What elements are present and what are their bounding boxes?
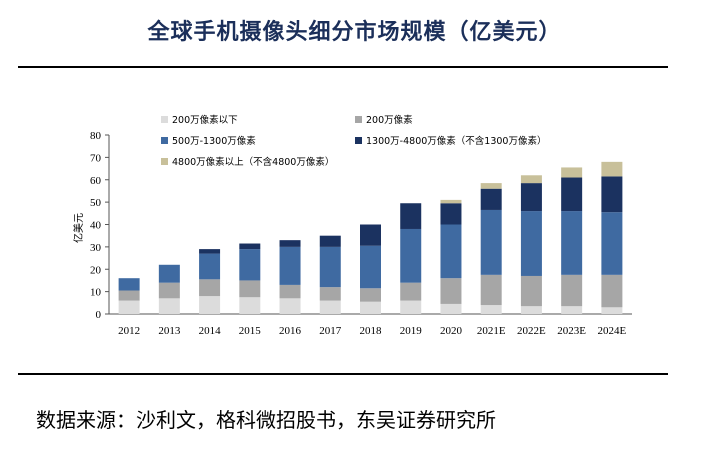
legend-label: 200万像素 — [366, 114, 413, 126]
bar-segment — [360, 245, 381, 289]
bar-segment — [400, 282, 422, 301]
bar-segment — [239, 249, 261, 281]
y-tick-label: 40 — [90, 220, 102, 232]
bar-segment — [199, 279, 221, 297]
bar-segment — [440, 278, 462, 304]
bar-segment — [279, 240, 301, 247]
y-tick-label: 50 — [90, 197, 102, 209]
bar-segment — [480, 183, 502, 189]
x-tick-label: 2016 — [279, 325, 302, 337]
bar-segment — [520, 175, 542, 184]
bar-segment — [601, 307, 623, 314]
y-tick-label: 60 — [90, 175, 102, 187]
bar-segment — [601, 161, 623, 177]
y-tick-label: 30 — [90, 242, 102, 254]
bar-segment — [480, 274, 502, 306]
y-axis-label: 亿美元 — [72, 213, 85, 243]
legend-label: 4800万像素以上（不含4800万像素） — [172, 156, 334, 168]
bar-segment — [561, 211, 583, 275]
bar-segment — [520, 275, 542, 307]
bar-segment — [601, 212, 623, 275]
bar-segment — [440, 203, 462, 225]
bar-segment — [279, 246, 301, 285]
x-tick-label: 2020 — [440, 325, 463, 337]
x-tick-label: 2021E — [477, 325, 506, 337]
bar-segment — [520, 306, 542, 314]
legend-swatch — [161, 137, 168, 144]
bar-segment — [440, 303, 462, 314]
chart-title: 全球手机摄像头细分市场规模（亿美元） — [147, 20, 562, 45]
bar-segment — [118, 290, 140, 301]
bar-segment — [360, 301, 381, 314]
x-tick-label: 2019 — [400, 325, 423, 337]
x-tick-label: 2017 — [319, 325, 342, 337]
legend-label: 1300万-4800万像素（不含1300万像素） — [366, 135, 546, 147]
bar-segment — [601, 274, 623, 308]
x-tick-label: 2013 — [158, 325, 181, 337]
legend-label: 500万-1300万像素 — [172, 135, 256, 147]
bar-segment — [561, 177, 583, 212]
bar-segment — [400, 228, 422, 283]
y-tick-label: 0 — [96, 309, 102, 321]
x-tick-label: 2014 — [199, 325, 222, 337]
bar-segment — [319, 287, 341, 301]
x-tick-label: 2015 — [239, 325, 262, 337]
bar-segment — [199, 296, 221, 314]
x-tick-label: 2018 — [360, 325, 383, 337]
bar-segment — [360, 288, 381, 302]
bar-segment — [239, 297, 261, 314]
bar-segment — [440, 199, 462, 204]
top-divider — [18, 66, 668, 68]
x-tick-label: 2022E — [517, 325, 546, 337]
bar-segment — [158, 298, 180, 314]
bar-segment — [279, 284, 301, 299]
bar-segment — [158, 282, 180, 299]
legend-swatch — [161, 116, 168, 123]
bar-segment — [319, 300, 341, 314]
bar-segment — [480, 188, 502, 210]
y-tick-label: 80 — [90, 130, 102, 142]
bottom-divider — [18, 373, 668, 375]
bar-segment — [158, 264, 180, 283]
legend-swatch — [161, 158, 168, 165]
bar-segment — [480, 209, 502, 275]
bar-segment — [520, 183, 542, 212]
bar-segment — [480, 305, 502, 314]
bar-segment — [279, 298, 301, 314]
bar-segment — [520, 211, 542, 276]
bar-segment — [400, 300, 422, 314]
bar-segment — [118, 300, 140, 314]
bar-segment — [199, 249, 221, 254]
legend-swatch — [355, 116, 362, 123]
y-tick-label: 20 — [90, 264, 102, 276]
x-tick-label: 2024E — [598, 325, 627, 337]
bar-segment — [199, 253, 221, 280]
bar-segment — [561, 306, 583, 314]
x-tick-label: 2012 — [118, 325, 140, 337]
bar-segment — [440, 224, 462, 279]
y-tick-label: 10 — [90, 287, 102, 299]
bar-segment — [239, 243, 261, 250]
bar-segment — [118, 278, 140, 291]
y-tick-label: 70 — [90, 152, 102, 164]
source-note: 数据来源：沙利文，格科微招股书，东吴证券研究所 — [36, 408, 496, 432]
bar-segment — [360, 224, 381, 246]
legend-label: 200万像素以下 — [172, 114, 238, 126]
bar-segment — [239, 280, 261, 298]
bar-segment — [400, 203, 422, 229]
bar-segment — [561, 274, 583, 307]
bar-segment — [561, 167, 583, 178]
bar-segment — [319, 235, 341, 247]
bar-segment — [601, 176, 623, 213]
bar-segment — [319, 246, 341, 288]
legend-swatch — [355, 137, 362, 144]
x-tick-label: 2023E — [557, 325, 586, 337]
